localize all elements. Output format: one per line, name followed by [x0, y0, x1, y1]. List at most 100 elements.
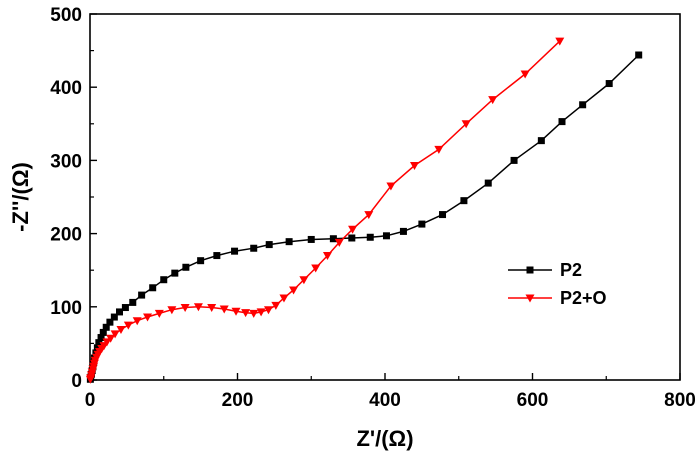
data-point [129, 298, 137, 306]
legend-item: P2+O [508, 288, 607, 308]
data-point [271, 301, 281, 310]
x-tick-label: 400 [369, 390, 401, 411]
x-tick-label: 0 [85, 390, 96, 411]
x-tick-label: 600 [517, 390, 549, 411]
data-point [102, 338, 112, 347]
data-point [307, 235, 315, 243]
data-point [231, 247, 239, 255]
data-point [250, 244, 258, 252]
data-point [121, 304, 129, 312]
legend-marker [526, 266, 534, 274]
series-layer [85, 37, 643, 384]
data-point [167, 306, 177, 315]
data-point [180, 304, 190, 313]
data-point [231, 307, 241, 316]
data-point [154, 309, 164, 318]
legend-item: P2 [508, 260, 582, 280]
data-point [285, 238, 293, 246]
data-point [348, 225, 358, 234]
data-point [418, 220, 426, 228]
data-point [520, 70, 530, 79]
data-point [579, 101, 587, 109]
data-point [138, 291, 146, 299]
data-point [132, 317, 142, 326]
data-point [171, 269, 179, 277]
data-point [207, 304, 217, 313]
legend-label: P2+O [560, 288, 607, 308]
data-point [382, 232, 390, 240]
data-point [537, 137, 545, 145]
data-point [160, 276, 168, 284]
series-line [89, 54, 640, 380]
data-point [123, 321, 133, 330]
series-p2-o [85, 37, 565, 384]
plot-frame [89, 13, 681, 381]
data-point [410, 162, 419, 171]
data-point [241, 309, 251, 318]
data-point [364, 211, 374, 220]
data-point [635, 51, 643, 59]
data-point [143, 313, 153, 322]
y-tick-label: 500 [50, 5, 82, 26]
data-point [299, 276, 309, 285]
data-point [106, 334, 116, 343]
data-point [102, 323, 110, 331]
data-point [279, 294, 289, 303]
y-tick-label: 400 [50, 78, 82, 99]
data-point [93, 344, 101, 352]
data-point [366, 233, 374, 241]
y-axis: 0 100 200 300 400 500 [50, 5, 97, 392]
data-point [329, 235, 337, 243]
y-tick-label: 200 [50, 225, 82, 246]
data-point [149, 284, 157, 292]
data-point [116, 308, 123, 316]
data-point [439, 211, 447, 219]
data-point [213, 252, 221, 260]
data-point [460, 197, 468, 205]
data-point [386, 182, 396, 191]
x-tick-label: 800 [664, 390, 696, 411]
data-point [334, 238, 344, 247]
data-point [558, 118, 566, 126]
y-tick-label: 0 [71, 371, 82, 392]
data-point [249, 309, 259, 318]
y-axis-title: -Z''/(Ω) [8, 162, 33, 232]
series-p2 [86, 51, 643, 383]
data-point [322, 252, 332, 261]
data-point [256, 308, 266, 317]
x-axis: 0 200 400 600 800 [85, 373, 696, 411]
x-tick-label: 200 [222, 390, 254, 411]
data-point [289, 286, 299, 295]
data-point [116, 325, 126, 334]
data-point [399, 227, 407, 235]
data-point [311, 264, 321, 273]
legend-label: P2 [560, 260, 582, 280]
data-point [197, 257, 205, 265]
data-point [110, 313, 118, 321]
data-point [605, 80, 613, 88]
data-point [110, 330, 120, 339]
data-point [555, 37, 565, 46]
data-point [97, 334, 105, 342]
data-point [263, 306, 273, 315]
data-point [95, 339, 103, 347]
data-point [99, 328, 107, 336]
series-line [89, 40, 561, 380]
x-axis-title: Z'/(Ω) [356, 426, 413, 451]
legend: P2 P2+O [508, 260, 607, 308]
data-point [182, 263, 190, 271]
data-point [461, 120, 471, 129]
data-point [510, 156, 518, 164]
y-tick-label: 100 [50, 298, 82, 319]
data-point [488, 96, 498, 105]
legend-marker [525, 294, 535, 303]
data-point [484, 179, 492, 187]
data-point [219, 305, 229, 314]
data-point [193, 303, 203, 312]
y-tick-label: 300 [50, 151, 82, 172]
data-point [265, 241, 273, 249]
data-point [348, 234, 356, 242]
data-point [106, 318, 114, 326]
data-point [434, 145, 444, 154]
